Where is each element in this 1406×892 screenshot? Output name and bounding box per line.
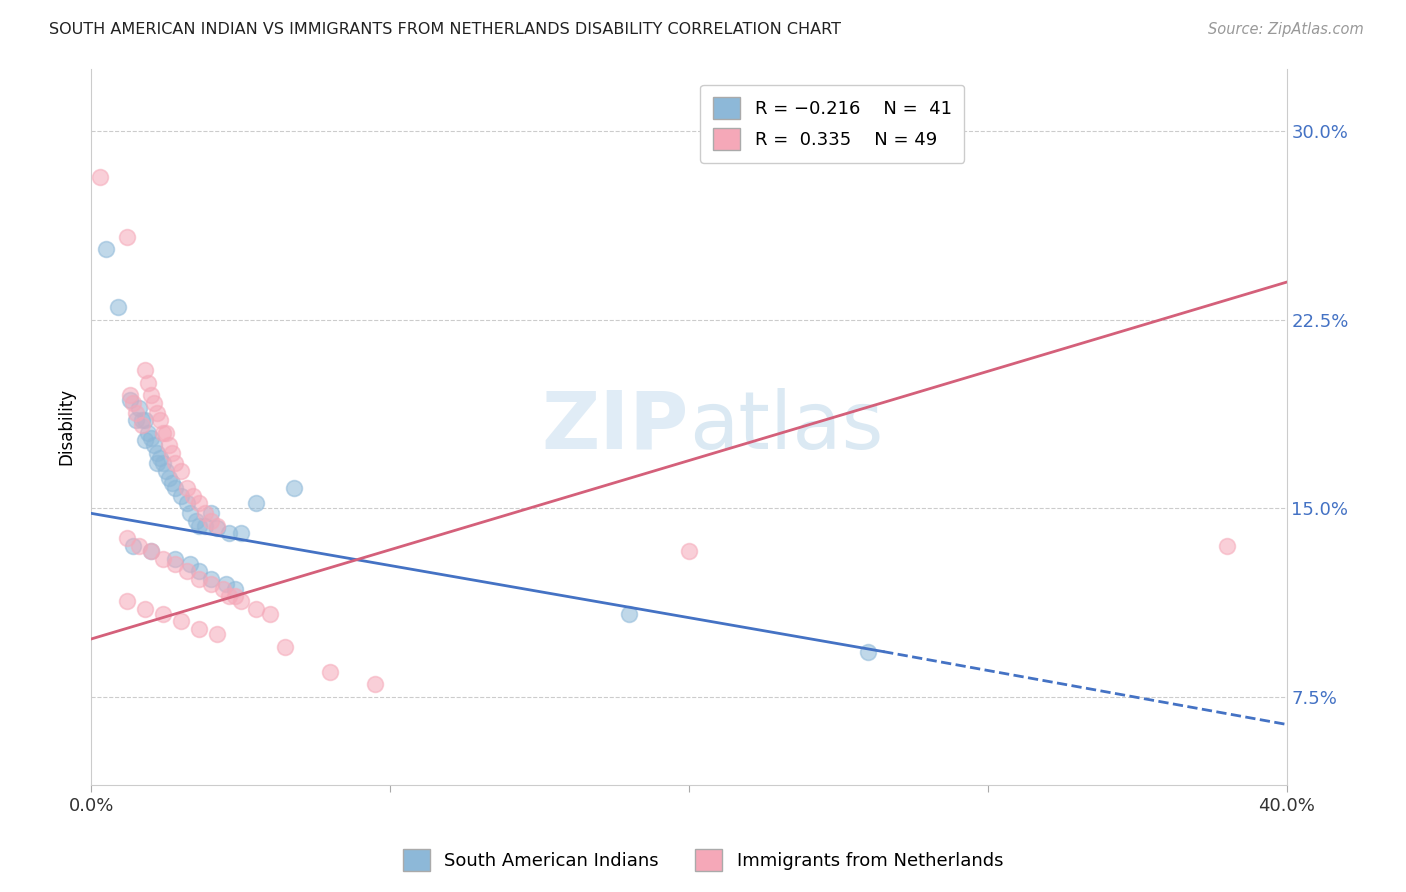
Point (224, 582, 246, 596)
Point (187, 572, 209, 586)
Point (128, 539, 150, 553)
Point (115, 594, 138, 608)
Point (115, 230, 138, 244)
Point (617, 607, 640, 621)
Point (245, 602, 267, 616)
Point (245, 496, 267, 510)
Point (176, 564, 198, 578)
Point (176, 481, 198, 495)
Point (274, 640, 297, 654)
Legend: South American Indians, Immigrants from Netherlands: South American Indians, Immigrants from … (395, 842, 1011, 879)
Point (94, 243, 117, 257)
Point (205, 519, 228, 533)
Point (157, 438, 180, 452)
Point (152, 551, 174, 566)
Point (139, 544, 162, 558)
Point (125, 413, 148, 427)
Point (205, 521, 228, 535)
Point (194, 519, 217, 533)
Point (131, 413, 153, 427)
Point (115, 532, 138, 546)
Point (146, 446, 169, 460)
Point (856, 644, 879, 658)
Point (170, 489, 193, 503)
Point (134, 434, 156, 448)
Point (155, 464, 177, 478)
Point (142, 438, 165, 452)
Point (157, 471, 180, 485)
Point (163, 551, 186, 566)
Text: ZIP: ZIP (541, 388, 689, 466)
Point (134, 363, 156, 377)
Point (118, 393, 141, 408)
Point (152, 607, 174, 621)
Point (139, 388, 162, 402)
Point (139, 431, 162, 445)
Point (179, 557, 201, 571)
Point (229, 526, 252, 541)
Point (136, 425, 159, 440)
Point (163, 456, 186, 470)
Point (152, 456, 174, 470)
Point (176, 496, 198, 510)
Point (134, 602, 156, 616)
Point (149, 451, 172, 466)
Point (146, 456, 169, 470)
Point (259, 607, 281, 621)
Point (107, 300, 129, 314)
Point (131, 418, 153, 433)
Point (160, 446, 183, 460)
Point (200, 514, 222, 528)
Point (179, 506, 201, 520)
Point (678, 544, 700, 558)
Point (187, 622, 209, 636)
Point (194, 506, 217, 520)
Point (187, 564, 209, 578)
Point (224, 589, 246, 603)
Point (364, 677, 387, 691)
Point (146, 406, 169, 420)
Point (163, 481, 186, 495)
Point (170, 464, 193, 478)
Point (152, 425, 174, 440)
Point (187, 519, 209, 533)
Text: Source: ZipAtlas.com: Source: ZipAtlas.com (1208, 22, 1364, 37)
Point (1216, 539, 1239, 553)
Text: atlas: atlas (689, 388, 883, 466)
Point (200, 572, 222, 586)
Point (125, 406, 148, 420)
Point (122, 539, 145, 553)
Point (181, 489, 204, 503)
Point (205, 627, 228, 641)
Point (128, 401, 150, 415)
Point (122, 396, 145, 410)
Point (155, 425, 177, 440)
Point (170, 615, 193, 629)
Point (200, 506, 222, 520)
Point (229, 594, 252, 608)
Point (211, 582, 233, 596)
Point (319, 665, 342, 679)
Point (89, 169, 111, 184)
Point (218, 589, 240, 603)
Point (163, 557, 186, 571)
Point (134, 413, 156, 427)
Point (214, 576, 236, 591)
Point (118, 388, 141, 402)
Point (149, 413, 172, 427)
Point (283, 481, 305, 495)
Point (184, 514, 207, 528)
Point (218, 526, 240, 541)
Point (187, 496, 209, 510)
Point (136, 376, 159, 390)
Point (200, 576, 222, 591)
Legend: R = −0.216    N =  41, R =  0.335    N = 49: R = −0.216 N = 41, R = 0.335 N = 49 (700, 85, 965, 163)
Point (142, 396, 165, 410)
Point (139, 544, 162, 558)
Text: SOUTH AMERICAN INDIAN VS IMMIGRANTS FROM NETHERLANDS DISABILITY CORRELATION CHAR: SOUTH AMERICAN INDIAN VS IMMIGRANTS FROM… (49, 22, 841, 37)
Point (160, 476, 183, 491)
Y-axis label: Disability: Disability (58, 388, 75, 466)
